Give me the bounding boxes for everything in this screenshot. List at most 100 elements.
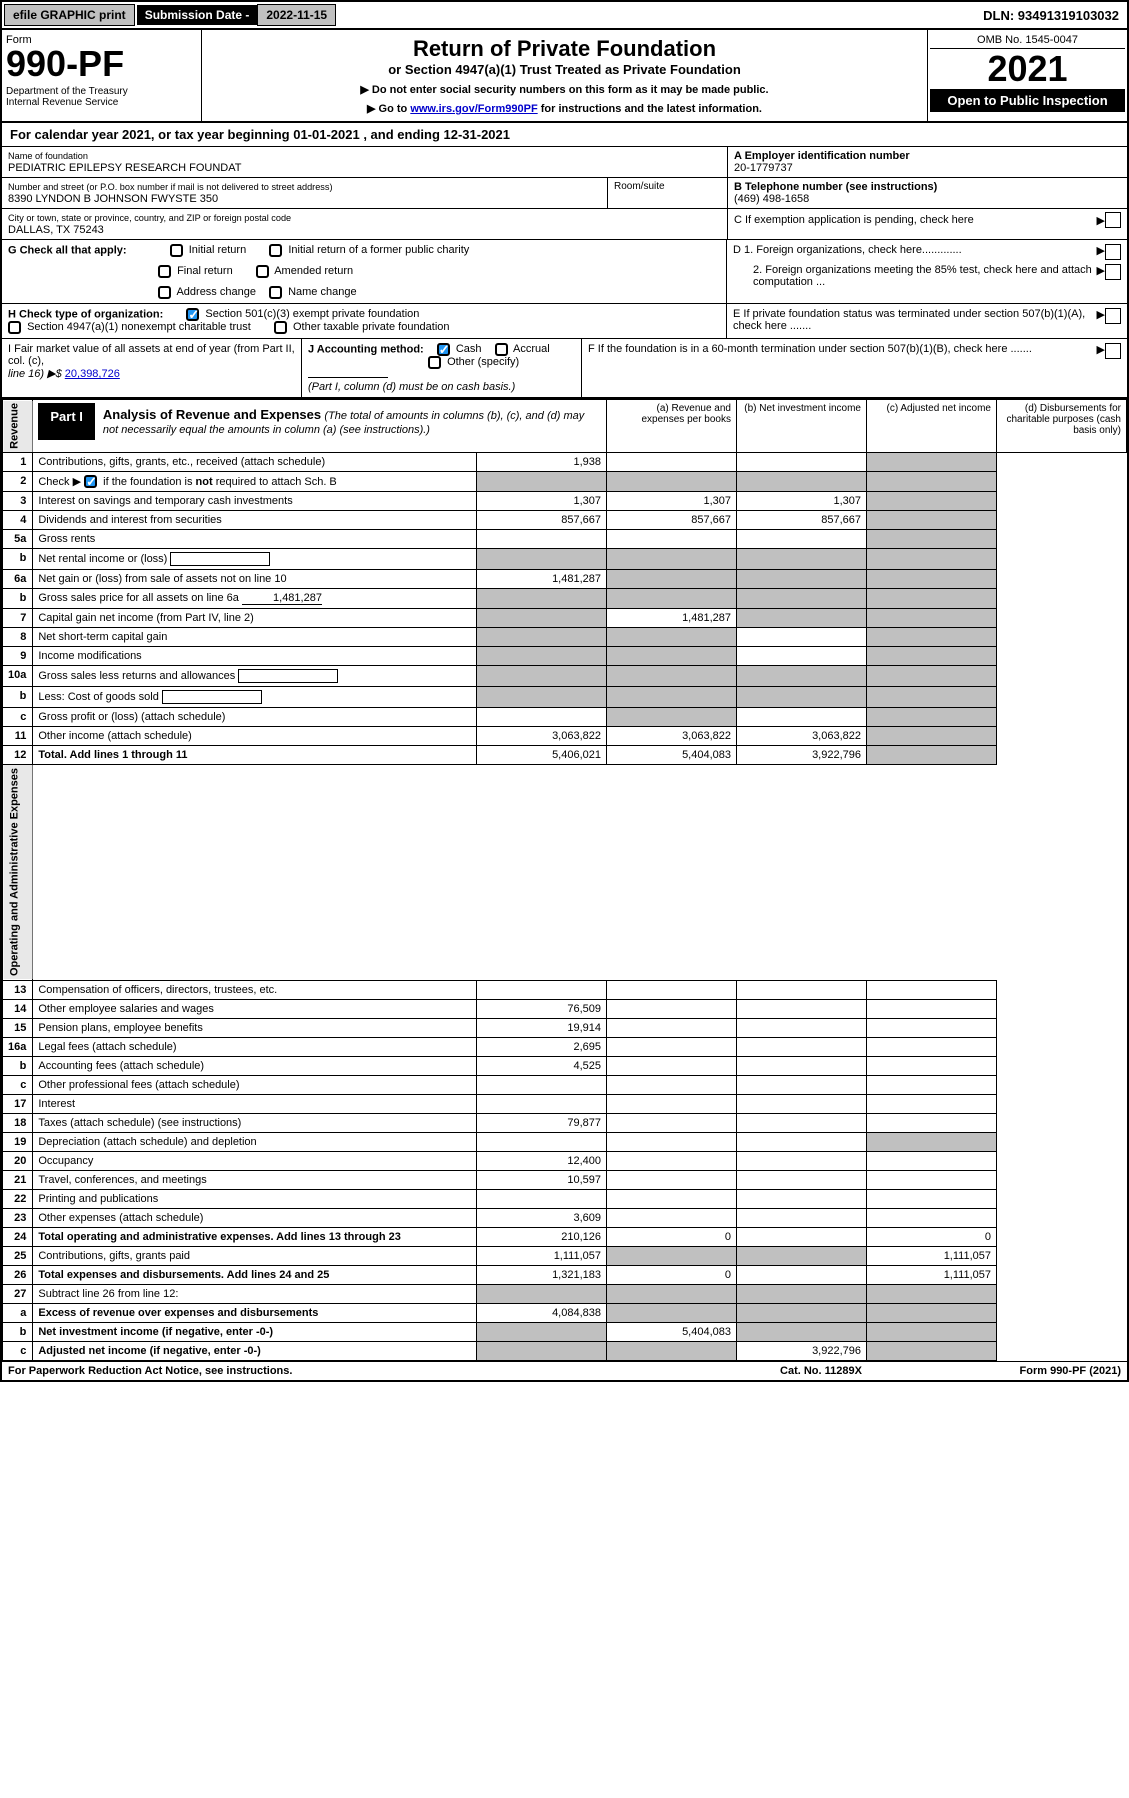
f-checkbox[interactable] bbox=[1105, 343, 1121, 359]
city-label: City or town, state or province, country… bbox=[8, 213, 291, 223]
j-note: (Part I, column (d) must be on cash basi… bbox=[308, 381, 515, 393]
table-row: 27Subtract line 26 from line 12: bbox=[3, 1284, 1127, 1303]
footer-right: Form 990-PF (2021) bbox=[921, 1365, 1121, 1377]
table-row: bNet rental income or (loss) bbox=[3, 549, 1127, 570]
col-a-header: (a) Revenue and expenses per books bbox=[607, 400, 737, 453]
col-b-header: (b) Net investment income bbox=[737, 400, 867, 453]
tax-year: 2021 bbox=[930, 49, 1125, 89]
note-1: ▶ Do not enter social security numbers o… bbox=[208, 83, 921, 96]
header: Form 990-PF Department of the Treasury I… bbox=[2, 30, 1127, 123]
dept: Department of the Treasury Internal Reve… bbox=[6, 86, 197, 108]
info-section: Name of foundation PEDIATRIC EPILEPSY RE… bbox=[2, 147, 1127, 240]
c-checkbox[interactable] bbox=[1105, 212, 1121, 228]
g-h-section: G Check all that apply: Initial return I… bbox=[2, 240, 1127, 304]
j-accrual-checkbox[interactable] bbox=[495, 343, 508, 356]
inspection-badge: Open to Public Inspection bbox=[930, 89, 1125, 112]
h-501c3-checkbox[interactable] bbox=[186, 308, 199, 321]
footer-mid: Cat. No. 11289X bbox=[721, 1365, 921, 1377]
g-final-checkbox[interactable] bbox=[158, 265, 171, 278]
j-cash-checkbox[interactable] bbox=[437, 343, 450, 356]
fmv-row: I Fair market value of all assets at end… bbox=[2, 339, 1127, 399]
g-name-checkbox[interactable] bbox=[269, 286, 282, 299]
d1-checkbox[interactable] bbox=[1105, 244, 1121, 260]
calendar-year: For calendar year 2021, or tax year begi… bbox=[2, 123, 1127, 147]
table-row: 18Taxes (attach schedule) (see instructi… bbox=[3, 1113, 1127, 1132]
address: 8390 LYNDON B JOHNSON FWYSTE 350 bbox=[8, 193, 218, 205]
table-row: 13Compensation of officers, directors, t… bbox=[3, 980, 1127, 999]
instructions-link[interactable]: www.irs.gov/Form990PF bbox=[410, 103, 537, 115]
table-row: 4Dividends and interest from securities8… bbox=[3, 511, 1127, 530]
g-initial-checkbox[interactable] bbox=[170, 244, 183, 257]
top-bar: efile GRAPHIC print Submission Date - 20… bbox=[2, 2, 1127, 30]
dln: DLN: 93491319103032 bbox=[975, 5, 1127, 26]
table-row: 8Net short-term capital gain bbox=[3, 628, 1127, 647]
submission-label: Submission Date - bbox=[137, 5, 258, 25]
tel-label: B Telephone number (see instructions) bbox=[734, 181, 937, 193]
c-label: C If exemption application is pending, c… bbox=[734, 214, 1097, 226]
part1-label: Part I bbox=[38, 403, 95, 440]
form-title: Return of Private Foundation bbox=[208, 36, 921, 62]
h-4947-checkbox[interactable] bbox=[8, 321, 21, 334]
j-label: J Accounting method: bbox=[308, 343, 424, 355]
table-row: 1Contributions, gifts, grants, etc., rec… bbox=[3, 452, 1127, 471]
name-label: Name of foundation bbox=[8, 151, 88, 161]
revenue-vert-label: Revenue bbox=[3, 400, 33, 453]
form-subtitle: or Section 4947(a)(1) Trust Treated as P… bbox=[208, 62, 921, 77]
g-address-checkbox[interactable] bbox=[158, 286, 171, 299]
table-row: aExcess of revenue over expenses and dis… bbox=[3, 1303, 1127, 1322]
h-label: H Check type of organization: bbox=[8, 308, 163, 320]
header-right: OMB No. 1545-0047 2021 Open to Public In… bbox=[927, 30, 1127, 121]
table-row: 19Depreciation (attach schedule) and dep… bbox=[3, 1132, 1127, 1151]
table-row: 23Other expenses (attach schedule)3,609 bbox=[3, 1208, 1127, 1227]
table-row: 16aLegal fees (attach schedule)2,695 bbox=[3, 1037, 1127, 1056]
form-number: 990-PF bbox=[6, 46, 197, 82]
d2-checkbox[interactable] bbox=[1105, 264, 1121, 280]
footer-left: For Paperwork Reduction Act Notice, see … bbox=[8, 1365, 721, 1377]
header-mid: Return of Private Foundation or Section … bbox=[202, 30, 927, 121]
table-row: 2Check ▶ if the foundation is not requir… bbox=[3, 471, 1127, 492]
e-checkbox[interactable] bbox=[1105, 308, 1121, 324]
table-row: 17Interest bbox=[3, 1094, 1127, 1113]
table-row: 20Occupancy12,400 bbox=[3, 1151, 1127, 1170]
table-row: cAdjusted net income (if negative, enter… bbox=[3, 1341, 1127, 1360]
d2-label: 2. Foreign organizations meeting the 85%… bbox=[733, 264, 1097, 288]
city-val: DALLAS, TX 75243 bbox=[8, 224, 104, 236]
part1-table: Revenue Part I Analysis of Revenue and E… bbox=[2, 399, 1127, 1361]
table-row: 22Printing and publications bbox=[3, 1189, 1127, 1208]
table-row: bLess: Cost of goods sold bbox=[3, 687, 1127, 708]
col-d-header: (d) Disbursements for charitable purpose… bbox=[997, 400, 1127, 453]
table-row: 24Total operating and administrative exp… bbox=[3, 1227, 1127, 1246]
table-row: 15Pension plans, employee benefits19,914 bbox=[3, 1018, 1127, 1037]
tel-val: (469) 498-1658 bbox=[734, 193, 809, 205]
table-row: 10aGross sales less returns and allowanc… bbox=[3, 666, 1127, 687]
table-row: bGross sales price for all assets on lin… bbox=[3, 589, 1127, 609]
submission-date: 2022-11-15 bbox=[257, 4, 336, 26]
form-container: efile GRAPHIC print Submission Date - 20… bbox=[0, 0, 1129, 1382]
f-label: F If the foundation is in a 60-month ter… bbox=[588, 343, 1097, 393]
table-row: 25Contributions, gifts, grants paid1,111… bbox=[3, 1246, 1127, 1265]
table-row: 11Other income (attach schedule)3,063,82… bbox=[3, 727, 1127, 746]
h-section: H Check type of organization: Section 50… bbox=[2, 304, 1127, 339]
table-row: 21Travel, conferences, and meetings10,59… bbox=[3, 1170, 1127, 1189]
table-row: 14Other employee salaries and wages76,50… bbox=[3, 999, 1127, 1018]
e-label: E If private foundation status was termi… bbox=[733, 308, 1097, 334]
table-row: 3Interest on savings and temporary cash … bbox=[3, 492, 1127, 511]
g-label: G Check all that apply: bbox=[8, 244, 127, 256]
header-left: Form 990-PF Department of the Treasury I… bbox=[2, 30, 202, 121]
expense-vert-label: Operating and Administrative Expenses bbox=[3, 765, 33, 980]
table-row: bAccounting fees (attach schedule)4,525 bbox=[3, 1056, 1127, 1075]
g-initial-former-checkbox[interactable] bbox=[269, 244, 282, 257]
fmv-link[interactable]: 20,398,726 bbox=[65, 368, 120, 380]
table-row: bNet investment income (if negative, ent… bbox=[3, 1322, 1127, 1341]
efile-button[interactable]: efile GRAPHIC print bbox=[4, 4, 135, 26]
table-row: 7Capital gain net income (from Part IV, … bbox=[3, 609, 1127, 628]
g-amended-checkbox[interactable] bbox=[256, 265, 269, 278]
foundation-name: PEDIATRIC EPILEPSY RESEARCH FOUNDAT bbox=[8, 162, 242, 174]
omb: OMB No. 1545-0047 bbox=[930, 32, 1125, 49]
room-label: Room/suite bbox=[607, 178, 727, 208]
table-row: cGross profit or (loss) (attach schedule… bbox=[3, 708, 1127, 727]
i-label: I Fair market value of all assets at end… bbox=[8, 343, 295, 367]
h-other-checkbox[interactable] bbox=[274, 321, 287, 334]
ein-val: 20-1779737 bbox=[734, 162, 793, 174]
d1-label: D 1. Foreign organizations, check here..… bbox=[733, 244, 1097, 260]
